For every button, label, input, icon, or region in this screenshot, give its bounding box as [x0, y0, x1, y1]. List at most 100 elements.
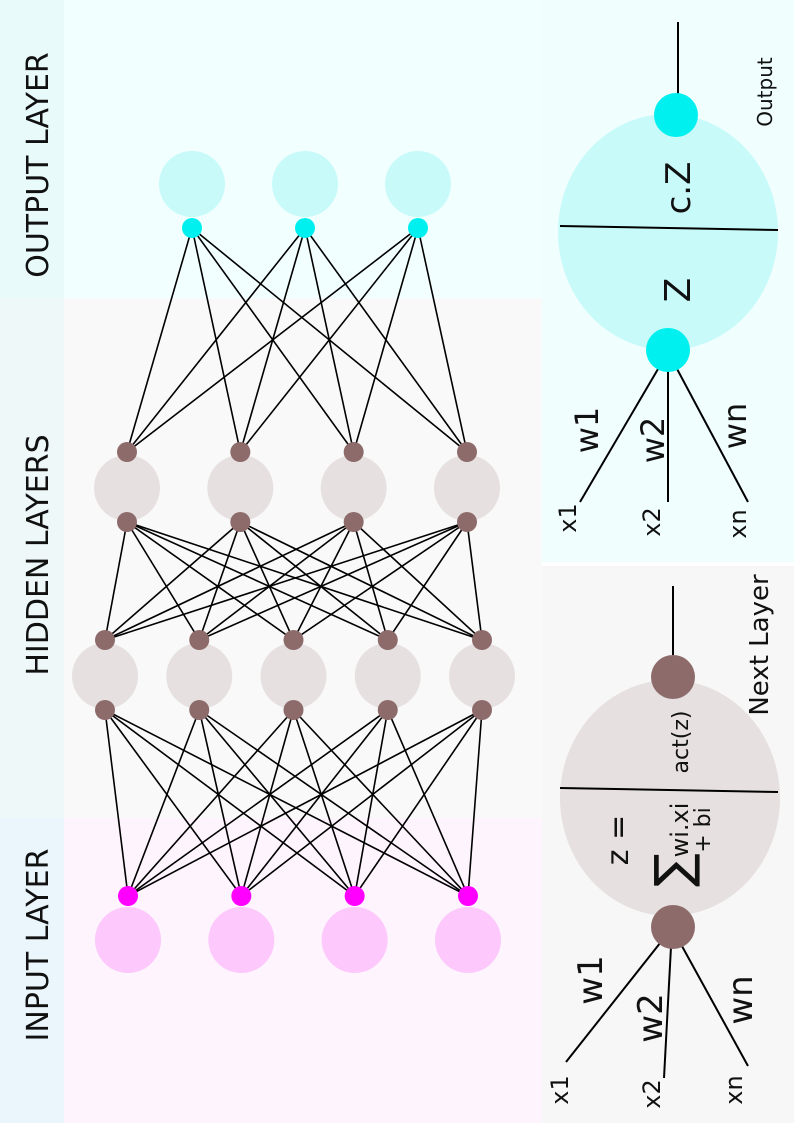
connections	[104, 227, 483, 897]
output-neuron-1	[159, 151, 225, 217]
panel-divider	[542, 562, 794, 566]
hidden1-neuron-2-in-dot	[189, 630, 210, 650]
neuron-ports	[95, 218, 492, 906]
connection-hidden1-3-hidden2-1	[239, 521, 389, 641]
hidden1-neuron-1-out-dot	[95, 700, 115, 720]
hidden-input-x2: x2	[638, 1079, 666, 1108]
connection-hidden1-4-hidden2-3	[466, 521, 483, 641]
connection-hidden1-1-hidden2-3	[198, 521, 468, 641]
hidden-layers-label: HIDDEN LAYERS	[21, 434, 56, 675]
hidden-neuron-body	[560, 680, 780, 916]
connection-hidden1-4-hidden2-1	[239, 521, 483, 641]
label-strip-output	[0, 0, 64, 298]
connection-hidden1-0-hidden2-0	[104, 521, 128, 641]
input-neuron-3	[321, 907, 388, 973]
output-input-line-3	[667, 351, 749, 503]
sum-symbol: ∑	[644, 853, 702, 887]
output-neuron-body	[558, 114, 778, 350]
hidden2-neuron-4-out-dot	[457, 512, 477, 532]
connection-hidden2-0-output-0	[126, 227, 193, 453]
connection-hidden2-2-output-0	[191, 227, 355, 453]
output-neuron-in-dot	[646, 328, 690, 372]
hidden-weight-wn: wn	[721, 975, 761, 1024]
connection-input-2-hidden1-0	[104, 709, 356, 897]
connection-hidden2-1-output-0	[191, 227, 242, 453]
input-neuron-1-in-dot	[118, 886, 138, 906]
output-input-x2: x2	[638, 507, 666, 536]
connection-input-0-hidden1-0	[104, 709, 129, 897]
output-weight-w2: w2	[634, 417, 672, 464]
input-layer-label: INPUT LAYER	[21, 849, 56, 1042]
hidden-band	[64, 298, 542, 818]
hidden2-neuron-2-out-dot	[230, 512, 251, 532]
connection-hidden1-3-hidden2-3	[387, 521, 468, 641]
output-neuron-3-out-dot	[408, 218, 428, 238]
connection-hidden1-1-hidden2-1	[198, 521, 242, 641]
connection-input-1-hidden1-4	[240, 709, 483, 897]
hidden-input-line-2	[663, 927, 673, 1079]
connection-input-1-hidden1-2	[240, 709, 295, 897]
hidden2-neuron-2	[207, 455, 274, 521]
hidden-neuron-in-dot	[651, 905, 695, 949]
output-neuron-1-out-dot	[182, 218, 202, 238]
connection-input-3-hidden1-4	[467, 709, 483, 897]
connection-hidden1-4-hidden2-0	[126, 521, 483, 641]
output-input-x1: x1	[554, 503, 582, 532]
hidden-input-x1: x1	[546, 1075, 574, 1104]
hidden2-neuron-4-in-dot	[457, 442, 477, 462]
connection-input-3-hidden1-2	[292, 709, 469, 897]
connection-hidden1-0-hidden2-2	[104, 521, 355, 641]
hidden1-neuron-5-out-dot	[472, 700, 492, 720]
hidden1-neuron-3	[260, 643, 327, 709]
hidden1-neuron-4-out-dot	[377, 700, 398, 720]
connection-hidden1-0-hidden2-1	[104, 521, 241, 641]
connection-input-2-hidden1-3	[353, 709, 389, 897]
neurons	[72, 151, 515, 973]
connection-hidden1-1-hidden2-0	[126, 521, 200, 641]
hidden1-neuron-4-in-dot	[377, 630, 398, 650]
connection-hidden1-2-hidden2-2	[292, 521, 355, 641]
hidden-weight-w2: w2	[631, 993, 671, 1042]
hidden1-neuron-4	[354, 643, 421, 709]
hidden-neuron-divider	[559, 787, 779, 793]
connection-hidden2-3-output-2	[417, 227, 468, 453]
connection-hidden1-1-hidden2-2	[198, 521, 355, 641]
connection-input-1-hidden1-0	[104, 709, 242, 897]
output-input-line-1	[579, 351, 669, 503]
output-neuron-3	[385, 151, 451, 217]
connection-hidden1-0-hidden2-3	[104, 521, 468, 641]
output-z-label: Z	[658, 278, 699, 303]
input-neuron-4-in-dot	[458, 886, 478, 906]
output-input-xn: xn	[724, 509, 752, 538]
hidden1-neuron-1	[72, 643, 138, 709]
connection-hidden2-3-output-1	[304, 227, 468, 453]
next-layer-text: Next Layer	[745, 574, 775, 716]
output-layer-label: OUTPUT LAYER	[21, 52, 56, 278]
output-neuron-2	[272, 151, 338, 217]
connection-hidden1-3-hidden2-2	[352, 521, 389, 641]
connection-hidden1-2-hidden2-0	[126, 521, 294, 641]
sum-bias: + bi	[691, 807, 716, 853]
hidden1-neuron-3-out-dot	[283, 700, 304, 720]
hidden2-neuron-3-out-dot	[343, 512, 364, 532]
connection-hidden1-2-hidden2-1	[239, 521, 295, 641]
connection-hidden2-3-output-0	[191, 227, 468, 453]
hidden2-neuron-3-in-dot	[343, 442, 364, 462]
connection-hidden1-2-hidden2-3	[293, 521, 468, 641]
output-band	[64, 0, 542, 298]
activation-label: act(z)	[669, 711, 694, 774]
connection-input-2-hidden1-2	[292, 709, 356, 897]
output-cz-label: c.Z	[659, 162, 699, 215]
connection-input-0-hidden1-2	[127, 709, 295, 897]
hidden-input-line-1	[565, 927, 673, 1063]
connection-input-3-hidden1-1	[198, 709, 469, 897]
connection-input-3-hidden1-0	[104, 709, 469, 897]
output-neuron-divider	[559, 225, 779, 231]
connection-input-2-hidden1-1	[198, 709, 356, 897]
output-neuron-detail: Z c.Z Output x1 x2 xn w1 w2 wn	[554, 22, 779, 539]
hidden1-neuron-2	[166, 643, 233, 709]
hidden-input-xn: xn	[720, 1075, 748, 1104]
input-neuron-2	[208, 907, 275, 973]
hidden2-neuron-3	[320, 455, 387, 521]
